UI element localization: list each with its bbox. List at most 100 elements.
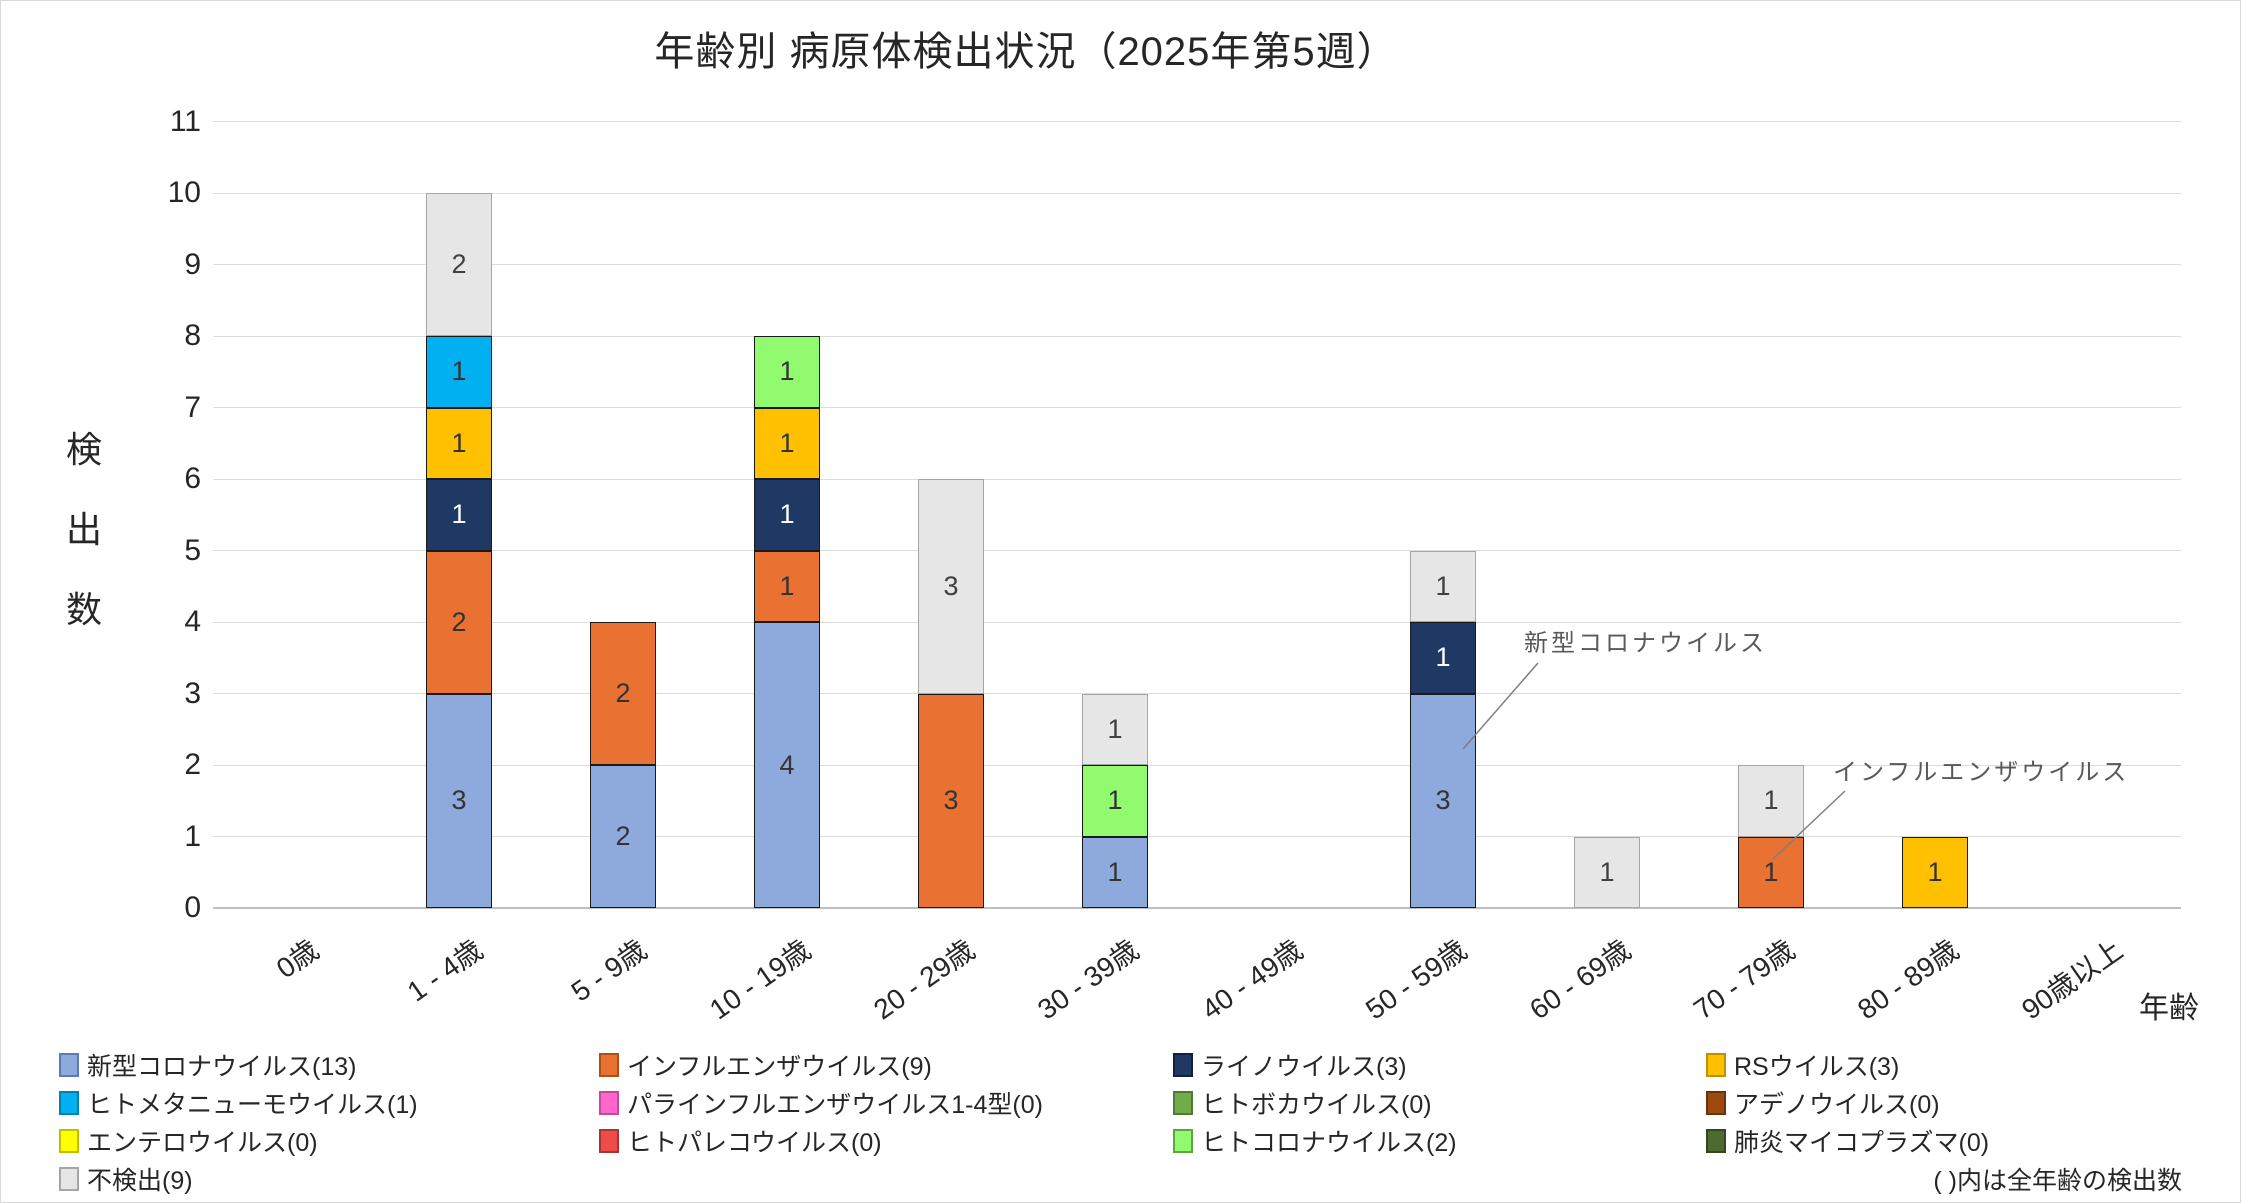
bar-value-label: 1 xyxy=(779,356,795,387)
gridline xyxy=(213,764,2181,766)
y-tick-label: 9 xyxy=(184,247,201,281)
bar-segment: 2 xyxy=(590,622,656,765)
bar-segment: 1 xyxy=(426,336,492,408)
x-tick-label: 80 - 89歳 xyxy=(1852,933,1965,1026)
legend-swatch xyxy=(1706,1129,1726,1153)
legend-swatch xyxy=(1706,1053,1726,1077)
x-tick-label: 50 - 59歳 xyxy=(1360,933,1473,1026)
legend-item: ヒトコロナウイルス(2) xyxy=(1173,1123,1457,1159)
x-tick-label: 10 - 19歳 xyxy=(704,933,817,1026)
bar-segment: 1 xyxy=(754,479,820,551)
bar-value-label: 3 xyxy=(943,785,959,816)
legend-label: 肺炎マイコプラズマ(0) xyxy=(1734,1129,1990,1157)
bar-segment: 1 xyxy=(1902,836,1968,908)
gridline xyxy=(213,121,2181,122)
bar-segment: 1 xyxy=(754,550,820,622)
bar-segment: 2 xyxy=(426,193,492,336)
bar-value-label: 1 xyxy=(1435,642,1451,673)
gridline xyxy=(213,836,2181,837)
legend-swatch xyxy=(59,1129,79,1153)
bar-value-label: 1 xyxy=(1107,713,1123,744)
bar-value-label: 2 xyxy=(615,821,631,851)
legend-swatch xyxy=(59,1053,79,1077)
bar-segment: 1 xyxy=(1082,693,1148,765)
legend-label: 新型コロナウイルス(13) xyxy=(87,1053,357,1081)
y-tick-label: 7 xyxy=(184,390,201,424)
gridline xyxy=(213,335,2181,337)
legend-item: ヒトメタニューモウイルス(1) xyxy=(59,1085,418,1121)
legend-item: エンテロウイルス(0) xyxy=(59,1123,318,1159)
legend-swatch xyxy=(1173,1091,1193,1115)
bar-value-label: 1 xyxy=(451,427,467,458)
legend-swatch xyxy=(1173,1129,1193,1153)
legend-label: エンテロウイルス(0) xyxy=(87,1129,318,1157)
bar-segment: 3 xyxy=(918,479,984,694)
x-tick-label: 20 - 29歳 xyxy=(868,933,981,1026)
legend-item: 不検出(9) xyxy=(59,1161,193,1197)
legend-item: アデノウイルス(0) xyxy=(1706,1085,1940,1121)
series-annotation-label: 新型コロナウイルス xyxy=(1524,630,1767,657)
legend-label: ヒトボカウイルス(0) xyxy=(1201,1091,1432,1119)
y-tick-label: 11 xyxy=(169,104,201,138)
legend-item: ヒトパレコウイルス(0) xyxy=(599,1123,882,1159)
legend-item: ヒトボカウイルス(0) xyxy=(1173,1085,1432,1121)
bar-value-label: 1 xyxy=(1599,856,1615,887)
y-tick-label: 0 xyxy=(184,891,201,924)
bar-segment: 1 xyxy=(1410,550,1476,622)
bar-value-label: 3 xyxy=(943,570,959,601)
bar-segment: 1 xyxy=(754,407,820,479)
bar-segment: 3 xyxy=(426,693,492,908)
bar-segment: 3 xyxy=(1410,693,1476,908)
gridline xyxy=(213,693,2181,694)
bar-value-label: 1 xyxy=(1927,856,1943,887)
legend-label: ヒトパレコウイルス(0) xyxy=(627,1129,882,1157)
bar-value-label: 1 xyxy=(1107,856,1123,887)
gridline xyxy=(213,478,2181,480)
legend-label: パラインフルエンザウイルス1-4型(0) xyxy=(627,1091,1043,1119)
chart-title: 年齢別 病原体検出状況（2025年第5週） xyxy=(654,30,1398,74)
x-axis-line xyxy=(213,907,2181,909)
x-axis-title: 年齢 xyxy=(2139,992,2199,1025)
y-tick-label: 10 xyxy=(167,176,201,209)
x-tick-label: 90歳以上 xyxy=(2016,933,2129,1026)
legend-label: ヒトコロナウイルス(2) xyxy=(1201,1129,1457,1157)
x-tick-label: 60 - 69歳 xyxy=(1524,933,1637,1026)
gridline xyxy=(213,550,2181,551)
gridline xyxy=(213,264,2181,265)
bar-value-label: 1 xyxy=(779,570,795,601)
legend-swatch xyxy=(1173,1053,1193,1077)
bar-segment: 1 xyxy=(1410,622,1476,694)
y-axis-title-char: 検 xyxy=(65,429,102,470)
legend-footnote: ( )内は全年齢の検出数 xyxy=(1933,1167,2182,1195)
y-tick-label: 2 xyxy=(184,748,201,781)
bar-segment: 1 xyxy=(1082,836,1148,908)
gridline xyxy=(213,407,2181,408)
bar-value-label: 1 xyxy=(1435,570,1451,601)
x-tick-label: 70 - 79歳 xyxy=(1688,933,1801,1026)
legend-swatch xyxy=(599,1053,619,1077)
bar-value-label: 3 xyxy=(1435,785,1451,816)
y-tick-label: 3 xyxy=(184,676,201,710)
bar-segment: 1 xyxy=(1738,836,1804,908)
legend-swatch xyxy=(59,1091,79,1115)
legend-swatch xyxy=(1706,1091,1726,1115)
bar-segment: 1 xyxy=(426,479,492,551)
bar-value-label: 4 xyxy=(779,749,795,780)
legend-item: 肺炎マイコプラズマ(0) xyxy=(1706,1123,1989,1159)
bar-segment: 2 xyxy=(590,765,656,908)
gridline xyxy=(213,192,2181,194)
legend-item: パラインフルエンザウイルス1-4型(0) xyxy=(599,1085,1043,1121)
bar-value-label: 1 xyxy=(1107,785,1123,816)
x-tick-label: 0歳 xyxy=(270,933,325,985)
y-tick-label: 8 xyxy=(184,319,201,352)
legend-swatch xyxy=(599,1091,619,1115)
bar-value-label: 3 xyxy=(451,785,467,816)
x-tick-label: 40 - 49歳 xyxy=(1196,933,1309,1026)
bar-value-label: 1 xyxy=(779,427,795,458)
bar-value-label: 2 xyxy=(451,606,467,637)
y-axis-title-char: 数 xyxy=(65,589,102,630)
y-tick-label: 1 xyxy=(184,819,201,853)
legend-label: ライノウイルス(3) xyxy=(1201,1053,1407,1081)
y-tick-label: 4 xyxy=(184,605,201,638)
